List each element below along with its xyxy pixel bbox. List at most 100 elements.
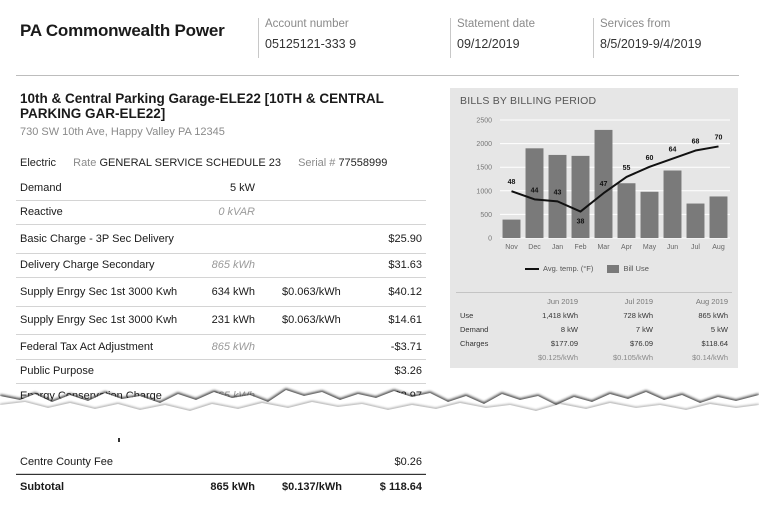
bar-aug: [709, 196, 728, 238]
temperature-label: 47: [600, 181, 608, 188]
y-tick-label: 1000: [476, 188, 492, 195]
temperature-label: 48: [508, 179, 516, 186]
charge-amount: $3.26: [394, 365, 422, 378]
x-tick-label: Aug: [712, 244, 725, 251]
service-address: 730 SW 10th Ave, Happy Valley PA 12345: [20, 126, 225, 138]
services-from-label: Services from: [600, 18, 671, 30]
charge-label: Demand: [20, 181, 62, 194]
services-from-value: 8/5/2019-9/4/2019: [600, 37, 702, 51]
charge-label: Federal Tax Act Adjustment: [20, 340, 154, 353]
subtotal-amount: $ 118.64: [379, 480, 422, 493]
bar-jan: [548, 154, 567, 238]
temperature-label: 68: [692, 139, 700, 146]
period-cell: 5 kW: [710, 325, 728, 334]
charge-label: Public Purpose: [20, 365, 94, 378]
company-name: PA Commonwealth Power: [20, 21, 225, 40]
charge-label: Energy Conservation Charge: [20, 389, 162, 402]
period-cell: $0.125/kWh: [537, 353, 578, 362]
bar-apr: [617, 183, 636, 238]
temperature-label: 43: [554, 189, 562, 196]
period-column-header: Aug 2019: [695, 297, 728, 306]
period-cell: $0.14/kWh: [692, 353, 728, 362]
charge-quantity: 0 kVAR: [218, 206, 255, 219]
charge-row: Supply Enrgy Sec 1st 3000 Kwh 634 kWh $0.0…: [16, 278, 426, 307]
charges-table: Demand 5 kW Reactive 0 kVAR Basic Charge - 3…: [16, 176, 426, 409]
account-number-value: 05125121-333 9: [265, 37, 357, 51]
legend-line-swatch: [525, 268, 539, 271]
charge-row: Public Purpose $3.26: [16, 360, 426, 384]
y-tick-label: 2500: [476, 118, 492, 125]
subtotal-row: Subtotal 865 kWh $0.137/kWh $ 118.64: [16, 474, 426, 498]
subtotal-rate: $0.137/kWh: [282, 480, 342, 493]
legend-bar-swatch: [607, 265, 620, 274]
period-cell: $177.09: [550, 339, 578, 348]
temperature-line: [511, 145, 719, 213]
statement-date-label: Statement date: [457, 18, 535, 30]
billing-period-table: Jun 2019 Jul 2019 Aug 2019 Use 1,418 kWh 728 …: [450, 295, 738, 365]
temperature-label: 60: [646, 155, 654, 162]
torn-edge-graphic: [0, 388, 759, 448]
y-tick-label: 0: [488, 236, 492, 243]
charge-row: Delivery Charge Secondary 865 kWh $31.63: [16, 254, 426, 278]
charge-rate: $0.063/kWh: [282, 314, 341, 327]
charge-amount: $40.12: [388, 285, 422, 298]
y-tick-label: 500: [480, 212, 492, 219]
charge-amount: $0.26: [394, 455, 422, 468]
charge-label: Reactive: [20, 206, 63, 219]
charge-row: Demand 5 kW: [16, 176, 426, 201]
x-tick-label: May: [643, 244, 657, 251]
bar-feb: [571, 155, 590, 238]
period-row: $0.125/kWh $0.105/kWh $0.14/kWh: [450, 351, 738, 365]
charge-label: Centre County Fee: [20, 455, 113, 468]
rate-line: Electric Rate GENERAL SERVICE SCHEDULE 2…: [20, 157, 387, 169]
chart-legend: Avg. temp. (°F) Bill Use: [525, 264, 649, 274]
charge-row: Centre County Fee $0.26: [16, 450, 426, 474]
charge-row: Federal Tax Act Adjustment 865 kWh -$3.71: [16, 335, 426, 360]
period-cell: 728 kWh: [623, 311, 653, 320]
charge-quantity: 231 kWh: [211, 314, 255, 327]
period-cell: 8 kW: [560, 325, 578, 334]
period-cell: $118.64: [701, 339, 728, 348]
temperature-label: 38: [577, 219, 585, 226]
x-tick-label: Apr: [621, 244, 633, 251]
period-row: Charges $177.09 $76.09 $118.64: [450, 337, 738, 351]
charges-table-continued: Centre County Fee $0.26 Subtotal 865 kWh $0.…: [16, 450, 426, 498]
charge-quantity: 634 kWh: [211, 285, 255, 298]
subtotal-label: Subtotal: [20, 480, 64, 493]
bar-nov: [502, 219, 521, 238]
temperature-label: 55: [623, 165, 631, 172]
rate-value: GENERAL SERVICE SCHEDULE 23: [99, 157, 282, 169]
period-row: Demand 8 kW 7 kW 5 kW: [450, 323, 738, 337]
period-row-label: Demand: [460, 325, 489, 334]
charge-label: Delivery Charge Secondary: [20, 259, 155, 272]
x-tick-label: Mar: [597, 244, 610, 251]
x-tick-label: Dec: [528, 244, 541, 251]
charge-label: Supply Enrgy Sec 1st 3000 Kwh: [20, 314, 178, 327]
period-cell: 865 kWh: [698, 311, 728, 320]
rate-label: Rate: [73, 157, 97, 169]
charge-row: Basic Charge - 3P Sec Delivery $25.90: [16, 225, 426, 254]
period-cell: 7 kW: [635, 325, 653, 334]
account-number-label: Account number: [265, 18, 349, 30]
charge-quantity: 865 kWh: [211, 340, 255, 353]
services-from-block: Services from 8/5/2019-9/4/2019: [593, 18, 701, 58]
bills-chart-panel: 0 500 1000 1500 2000 2500 Nov Dec Jan Feb Mar Apr Ma…: [450, 88, 738, 368]
period-column-header: Jun 2019: [547, 297, 578, 306]
legend-use: Bill Use: [623, 264, 649, 273]
serial-label: Serial #: [298, 157, 336, 169]
charge-amount: -$3.71: [390, 340, 422, 353]
y-tick-label: 2000: [476, 141, 492, 148]
bar-jun: [663, 170, 682, 238]
serial-value: 77558999: [338, 157, 388, 169]
panel-divider: [456, 292, 732, 293]
period-cell: $0.105/kWh: [612, 353, 653, 362]
service-type: Electric: [20, 157, 57, 169]
period-row-label: Use: [460, 311, 474, 320]
x-tick-label: Nov: [505, 244, 518, 251]
charge-row: Supply Enrgy Sec 1st 3000 Kwh 231 kWh $0.0…: [16, 307, 426, 335]
period-cell: $76.09: [630, 339, 653, 348]
x-tick-label: Jan: [552, 244, 563, 251]
charge-quantity: 5 kW: [229, 181, 255, 194]
x-tick-label: Jul: [691, 244, 700, 251]
chart-title: BILLS BY BILLING PERIOD: [460, 95, 597, 107]
